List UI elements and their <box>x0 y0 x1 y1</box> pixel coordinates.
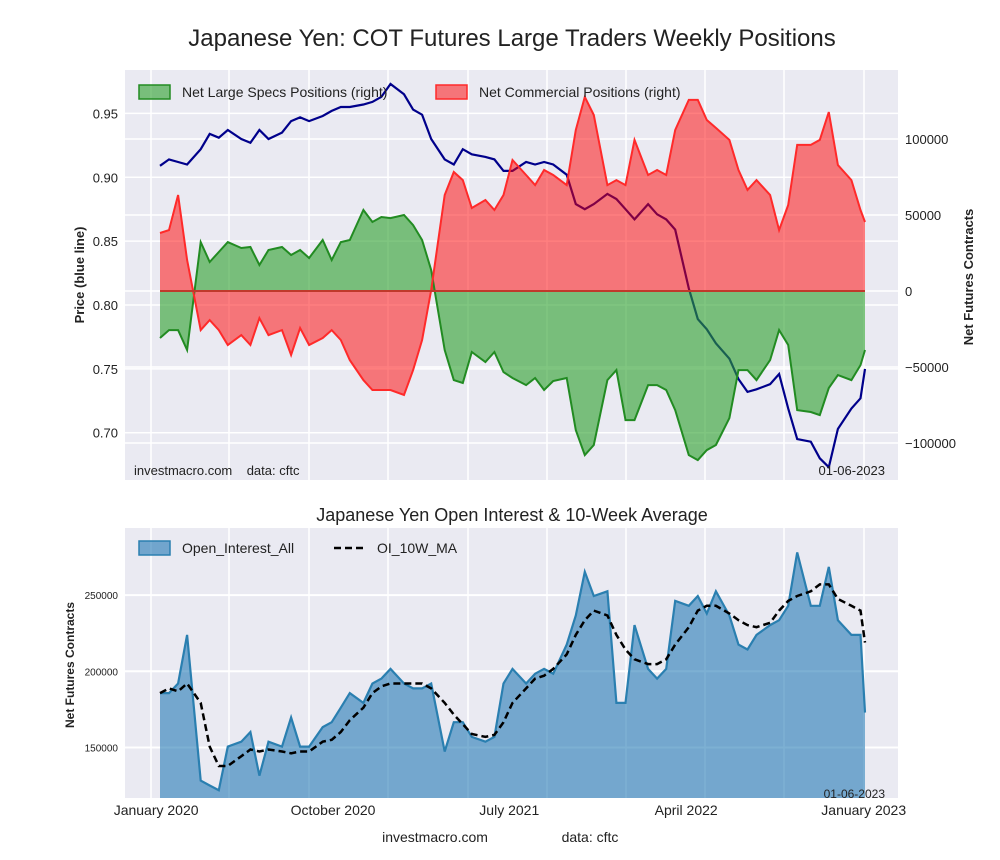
ma-line <box>159 583 867 768</box>
commercial-area <box>160 96 865 396</box>
oi-area <box>160 552 865 798</box>
legend-label-oi: Open_Interest_All <box>182 540 294 556</box>
oi-line <box>160 552 867 792</box>
bottom-chart-title: Japanese Yen Open Interest & 10-Week Ave… <box>316 505 708 525</box>
x-axis-ticks: January 2020 October 2020 July 2021 April 2… <box>114 802 907 818</box>
left-tick-label: 0.80 <box>93 298 118 313</box>
top-annotation-source: investmacro.com data: cftc <box>134 463 300 478</box>
right-tick-label: 100000 <box>905 132 948 147</box>
left-axis-ticks: 0.95 0.90 0.85 0.80 0.75 0.70 <box>93 106 118 440</box>
top-chart-title: Japanese Yen: COT Futures Large Traders … <box>188 25 835 52</box>
legend-label-specs: Net Large Specs Positions (right) <box>182 84 387 100</box>
legend-swatch-commercial <box>435 84 468 100</box>
legend-swatch-oi <box>138 540 171 556</box>
specs-area <box>160 210 865 461</box>
x-tick-label: October 2020 <box>291 802 376 818</box>
left-tick-label: 0.75 <box>93 362 118 377</box>
right-tick-label: 50000 <box>905 208 941 223</box>
x-tick-label: July 2021 <box>479 802 539 818</box>
top-annotation-date: 01-06-2023 <box>819 463 886 478</box>
top-legend: Net Large Specs Positions (right) Net Co… <box>138 84 681 100</box>
right-tick-label: −50000 <box>905 360 949 375</box>
bottom-marks <box>159 552 867 798</box>
left-tick-label: 0.85 <box>93 234 118 249</box>
top-marks <box>159 82 867 470</box>
footer-source: data: cftc <box>562 829 619 845</box>
left-tick-label: 0.90 <box>93 170 118 185</box>
bottom-tick-label: 150000 <box>85 744 119 755</box>
x-tick-label: January 2020 <box>114 802 199 818</box>
bottom-tick-label: 200000 <box>85 667 119 678</box>
x-tick-label: January 2023 <box>821 802 906 818</box>
bottom-annotation-date: 01-06-2023 <box>824 787 886 801</box>
legend-swatch-specs <box>138 84 171 100</box>
left-tick-label: 0.70 <box>93 426 118 441</box>
bottom-axis-label: Net Futures Contracts <box>63 602 77 728</box>
legend-label-ma: OI_10W_MA <box>377 540 458 556</box>
right-axis-ticks: 100000 50000 0 −50000 −100000 <box>905 132 956 451</box>
left-axis-label: Price (blue line) <box>72 227 87 324</box>
legend-label-commercial: Net Commercial Positions (right) <box>479 84 681 100</box>
bottom-tick-label: 250000 <box>85 591 119 602</box>
right-tick-label: −100000 <box>905 436 956 451</box>
left-tick-label: 0.95 <box>93 106 118 121</box>
x-tick-label: April 2022 <box>655 802 718 818</box>
footer-site: investmacro.com <box>382 829 488 845</box>
bottom-axis-ticks: 250000 200000 150000 <box>85 591 119 754</box>
bottom-legend: Open_Interest_All OI_10W_MA <box>138 540 458 556</box>
right-tick-label: 0 <box>905 284 912 299</box>
right-axis-label: Net Futures Contracts <box>961 209 976 346</box>
